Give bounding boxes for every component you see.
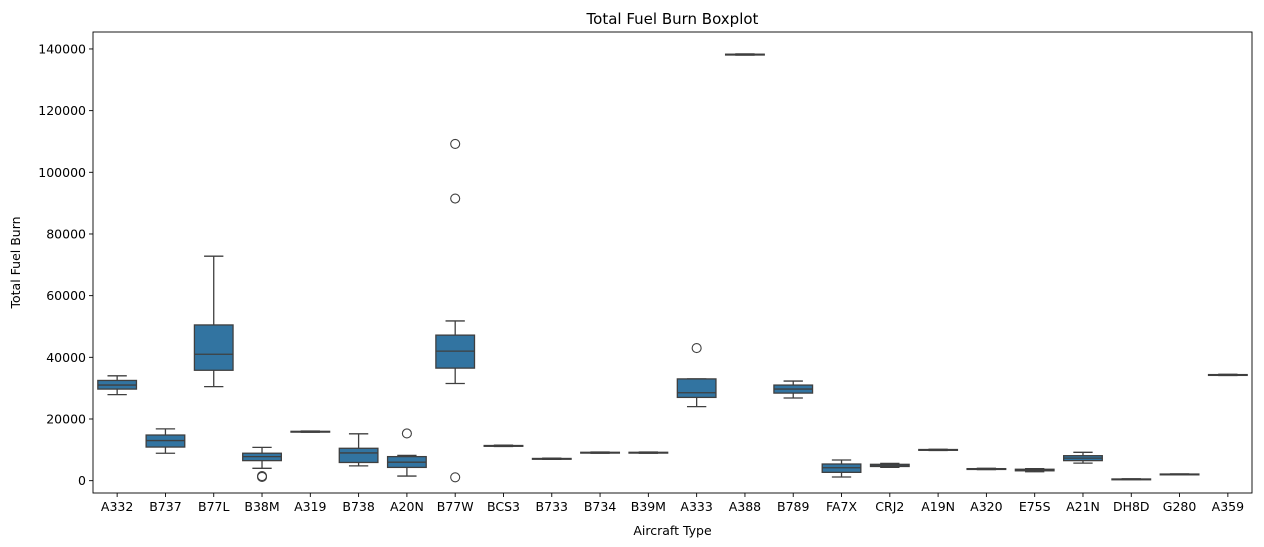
- box-iqr: [193, 324, 234, 371]
- box-a388: [724, 53, 765, 56]
- box-b737: [145, 428, 186, 454]
- x-tick-label: B77L: [198, 499, 229, 514]
- x-tick-label: A333: [680, 499, 712, 514]
- x-tick-label: A20N: [390, 499, 424, 514]
- box-b77w: [435, 138, 476, 483]
- box-bcs3: [483, 444, 524, 448]
- y-axis: 0 20000 40000 60000 80000 100000 120000 140000: [38, 41, 93, 488]
- x-tick-label: B737: [149, 499, 181, 514]
- x-tick-label: B733: [536, 499, 568, 514]
- y-tick-label: 0: [78, 473, 86, 488]
- x-tick-label: A319: [294, 499, 326, 514]
- box-a21n: [1063, 451, 1103, 464]
- x-tick-label: A320: [970, 499, 1002, 514]
- box-iqr: [676, 378, 717, 399]
- x-tick-label: FA7X: [826, 499, 858, 514]
- x-tick-label: A332: [101, 499, 133, 514]
- plot-frame: [92, 31, 1253, 494]
- y-tick-label: 20000: [46, 411, 86, 426]
- x-tick-label: B39M: [631, 499, 666, 514]
- x-tick-label: E75S: [1019, 499, 1051, 514]
- y-tick-label: 100000: [38, 165, 86, 180]
- x-tick-label: G280: [1163, 499, 1197, 514]
- outlier-point: [450, 193, 461, 204]
- box-b738: [338, 433, 379, 467]
- box-g280: [1159, 473, 1200, 476]
- x-tick-label: B77W: [437, 499, 474, 514]
- box-iqr: [338, 447, 379, 464]
- outlier-point: [256, 471, 268, 483]
- box-b734: [580, 451, 621, 454]
- x-tick-label: B734: [584, 499, 616, 514]
- box-a320: [966, 467, 1007, 471]
- x-tick-label: B38M: [244, 499, 279, 514]
- box-dh8d: [1111, 478, 1152, 481]
- outlier-point: [691, 343, 702, 354]
- x-tick-label: CRJ2: [875, 499, 904, 514]
- box-a332: [97, 375, 138, 396]
- box-crj2: [869, 462, 910, 469]
- chart-title: Total Fuel Burn Boxplot: [586, 10, 759, 28]
- plot-marks: [97, 53, 1248, 483]
- box-a319: [290, 430, 331, 433]
- x-tick-label: B789: [777, 499, 809, 514]
- y-axis-title: Total Fuel Burn: [8, 216, 23, 309]
- box-b789: [773, 380, 814, 399]
- box-b38m: [242, 446, 282, 483]
- x-tick-label: DH8D: [1113, 499, 1150, 514]
- y-tick-label: 60000: [46, 288, 86, 303]
- x-tick-label: A21N: [1066, 499, 1100, 514]
- y-tick-label: 120000: [38, 103, 86, 118]
- box-b733: [531, 457, 572, 461]
- y-tick-label: 40000: [46, 350, 86, 365]
- y-tick-label: 80000: [46, 226, 86, 241]
- box-fa7x: [821, 459, 862, 478]
- box-e75s: [1014, 467, 1055, 473]
- x-tick-label: A359: [1212, 499, 1244, 514]
- x-axis-title: Aircraft Type: [633, 523, 712, 538]
- box-a19n: [918, 448, 959, 452]
- y-tick-label: 140000: [38, 41, 86, 56]
- outlier-point: [450, 138, 461, 149]
- outlier-point: [401, 428, 412, 439]
- x-tick-label: BCS3: [487, 499, 520, 514]
- box-b39m: [628, 451, 669, 454]
- x-tick-label: A388: [729, 499, 761, 514]
- x-tick-label: A19N: [921, 499, 955, 514]
- box-a333: [676, 343, 717, 408]
- box-b77l: [193, 255, 234, 388]
- x-axis: A332 B737 B77L B38M A319 B738 A20N B77W BCS3 B733…: [101, 493, 1244, 514]
- x-tick-label: B738: [342, 499, 374, 514]
- box-a20n: [386, 428, 427, 477]
- outlier-point: [450, 472, 461, 483]
- box-a359: [1207, 373, 1248, 377]
